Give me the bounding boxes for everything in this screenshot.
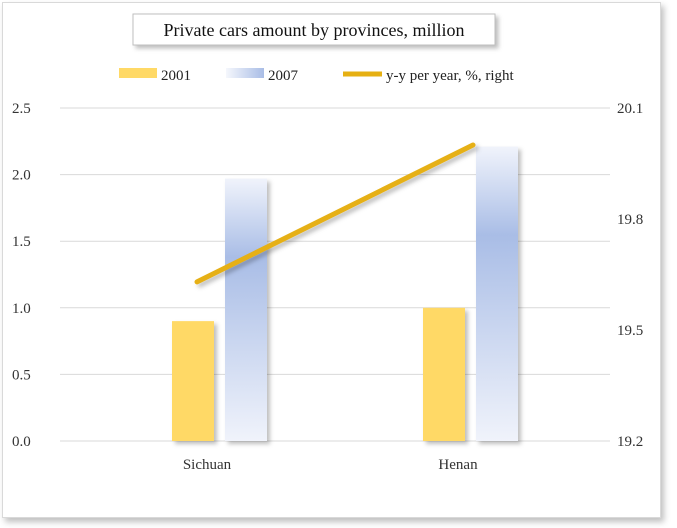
- legend-label-2007: 2007: [268, 68, 299, 84]
- category-label-sichuan: Sichuan: [183, 457, 232, 473]
- chart-title: Private cars amount by provinces, millio…: [164, 20, 465, 40]
- bar-2001-sichuan: [172, 321, 214, 441]
- left-axis: 0.0 0.5 1.0 1.5 2.0 2.5: [12, 101, 31, 450]
- right-tick-label: 20.1: [617, 101, 643, 117]
- right-tick-label: 19.5: [617, 323, 643, 339]
- left-tick-label: 1.0: [12, 301, 31, 317]
- right-tick-label: 19.8: [617, 212, 643, 228]
- yoy-line-path: [194, 142, 476, 285]
- right-axis: 19.2 19.5 19.8 20.1: [617, 101, 643, 450]
- left-tick-label: 1.5: [12, 234, 31, 250]
- legend-swatch-2007: [226, 68, 264, 78]
- yoy-line: [194, 142, 476, 285]
- bar-2007-henan: [476, 146, 518, 442]
- left-tick-label: 0.5: [12, 367, 31, 383]
- category-axis: Sichuan Henan: [183, 457, 478, 473]
- left-tick-label: 2.5: [12, 101, 31, 117]
- bar-2001-henan: [423, 307, 465, 441]
- bars: [172, 146, 518, 442]
- legend: 2001 2007 y-y per year, %, right: [119, 68, 515, 84]
- category-label-henan: Henan: [438, 457, 478, 473]
- legend-label-2001: 2001: [161, 68, 191, 84]
- left-tick-label: 0.0: [12, 434, 31, 450]
- left-tick-label: 2.0: [12, 168, 31, 184]
- chart-frame: [2, 2, 661, 518]
- legend-swatch-2001: [119, 68, 157, 78]
- right-tick-label: 19.2: [617, 434, 643, 450]
- chart-title-box: Private cars amount by provinces, millio…: [132, 13, 496, 46]
- legend-label-yoy: y-y per year, %, right: [386, 68, 515, 84]
- bar-2007-sichuan: [225, 178, 267, 441]
- grid: [60, 107, 610, 442]
